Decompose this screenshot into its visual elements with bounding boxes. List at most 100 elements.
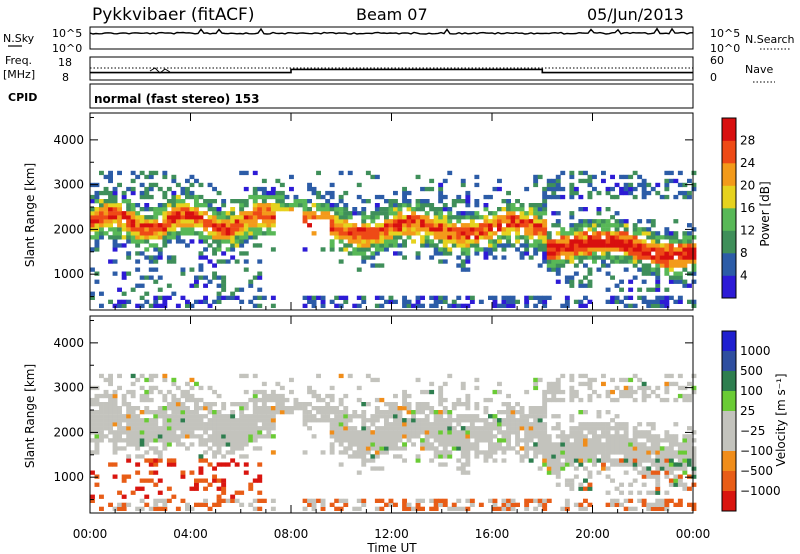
velocity-cell	[601, 454, 606, 459]
power-cell	[478, 235, 484, 240]
velocity-cell	[284, 410, 290, 415]
power-cell	[524, 215, 530, 220]
power-cell	[619, 239, 624, 244]
power-cell	[415, 227, 421, 232]
power-cell	[135, 259, 141, 264]
velocity-cell	[121, 418, 127, 423]
power-cell	[569, 215, 575, 220]
power-cell	[637, 251, 643, 256]
power-cell	[302, 203, 308, 208]
velocity-cell	[537, 426, 543, 431]
power-cell	[252, 194, 258, 200]
power-cell	[533, 239, 539, 244]
velocity-cell	[537, 450, 543, 455]
power-cell	[221, 235, 227, 240]
velocity-cell	[329, 502, 335, 507]
power-cell	[171, 215, 177, 220]
velocity-cell	[329, 426, 335, 431]
velocity-cell	[506, 410, 511, 415]
power-cell	[112, 239, 118, 244]
velocity-cell	[166, 442, 172, 447]
power-cell	[365, 247, 371, 252]
velocity-cell	[144, 393, 150, 399]
power-cell	[668, 275, 674, 280]
power-cell	[212, 211, 217, 216]
power-cell	[90, 199, 95, 204]
power-cell	[601, 239, 606, 244]
velocity-cell	[578, 458, 584, 463]
velocity-cell	[388, 430, 394, 435]
power-cell	[420, 215, 425, 220]
velocity-cell	[216, 462, 222, 467]
velocity-cell	[302, 418, 308, 423]
velocity-cell	[655, 482, 661, 487]
velocity-cell	[153, 422, 159, 427]
power-cell	[420, 219, 425, 224]
power-cell	[664, 263, 670, 268]
velocity-cell	[483, 426, 489, 431]
power-cell	[433, 227, 439, 232]
velocity-cell	[135, 418, 141, 423]
velocity-cell	[139, 486, 145, 491]
power-cell	[614, 194, 620, 200]
power-cell	[112, 190, 118, 196]
power-cell	[144, 239, 150, 244]
velocity-cell	[451, 434, 457, 439]
velocity-cell	[528, 406, 534, 411]
power-cell	[497, 243, 502, 248]
power-cell	[677, 299, 683, 304]
velocity-cell	[243, 426, 249, 431]
velocity-cell	[610, 498, 615, 503]
power-cell	[601, 259, 606, 264]
power-cell	[619, 174, 624, 180]
power-cell	[650, 259, 656, 264]
velocity-cell	[270, 434, 276, 439]
velocity-cell	[682, 482, 688, 487]
velocity-cell	[682, 385, 688, 391]
velocity-cell	[121, 397, 127, 403]
power-cell	[637, 255, 643, 260]
power-cell	[356, 182, 362, 188]
velocity-cell	[519, 454, 525, 459]
power-cell	[492, 299, 498, 304]
power-cell	[677, 239, 683, 244]
power-cell	[370, 215, 376, 220]
power-cell	[542, 211, 548, 216]
velocity-cell	[108, 426, 113, 431]
velocity-cell	[628, 438, 634, 443]
velocity-cell	[126, 418, 132, 423]
velocity-cell	[687, 486, 692, 491]
velocity-cell	[442, 410, 448, 415]
power-cell	[225, 211, 231, 216]
power-cell	[460, 243, 466, 248]
velocity-cell	[175, 418, 181, 423]
velocity-cell	[180, 410, 186, 415]
power-cell	[212, 239, 217, 244]
velocity-cell	[551, 397, 557, 403]
power-cell	[216, 299, 222, 304]
velocity-cell	[605, 474, 611, 479]
power-cell	[560, 186, 566, 192]
power-cell	[587, 227, 593, 232]
velocity-cell	[447, 454, 453, 459]
power-cell	[433, 243, 439, 248]
power-cell	[442, 247, 448, 252]
power-cell	[438, 215, 444, 220]
power-cell	[564, 231, 570, 236]
velocity-cell	[555, 474, 561, 479]
velocity-cell	[578, 462, 584, 467]
velocity-cell	[94, 482, 100, 487]
power-cell	[334, 295, 340, 300]
power-cell	[243, 170, 249, 176]
velocity-cell	[126, 406, 132, 411]
power-cell	[103, 186, 109, 192]
velocity-cell	[542, 442, 548, 447]
power-cell	[560, 303, 566, 308]
power-cell	[279, 203, 285, 208]
power-cell	[519, 219, 525, 224]
power-cell	[438, 299, 444, 304]
velocity-cell	[573, 438, 579, 443]
velocity-cell	[99, 406, 104, 411]
power-cell	[198, 275, 204, 280]
power-cell	[424, 223, 430, 228]
